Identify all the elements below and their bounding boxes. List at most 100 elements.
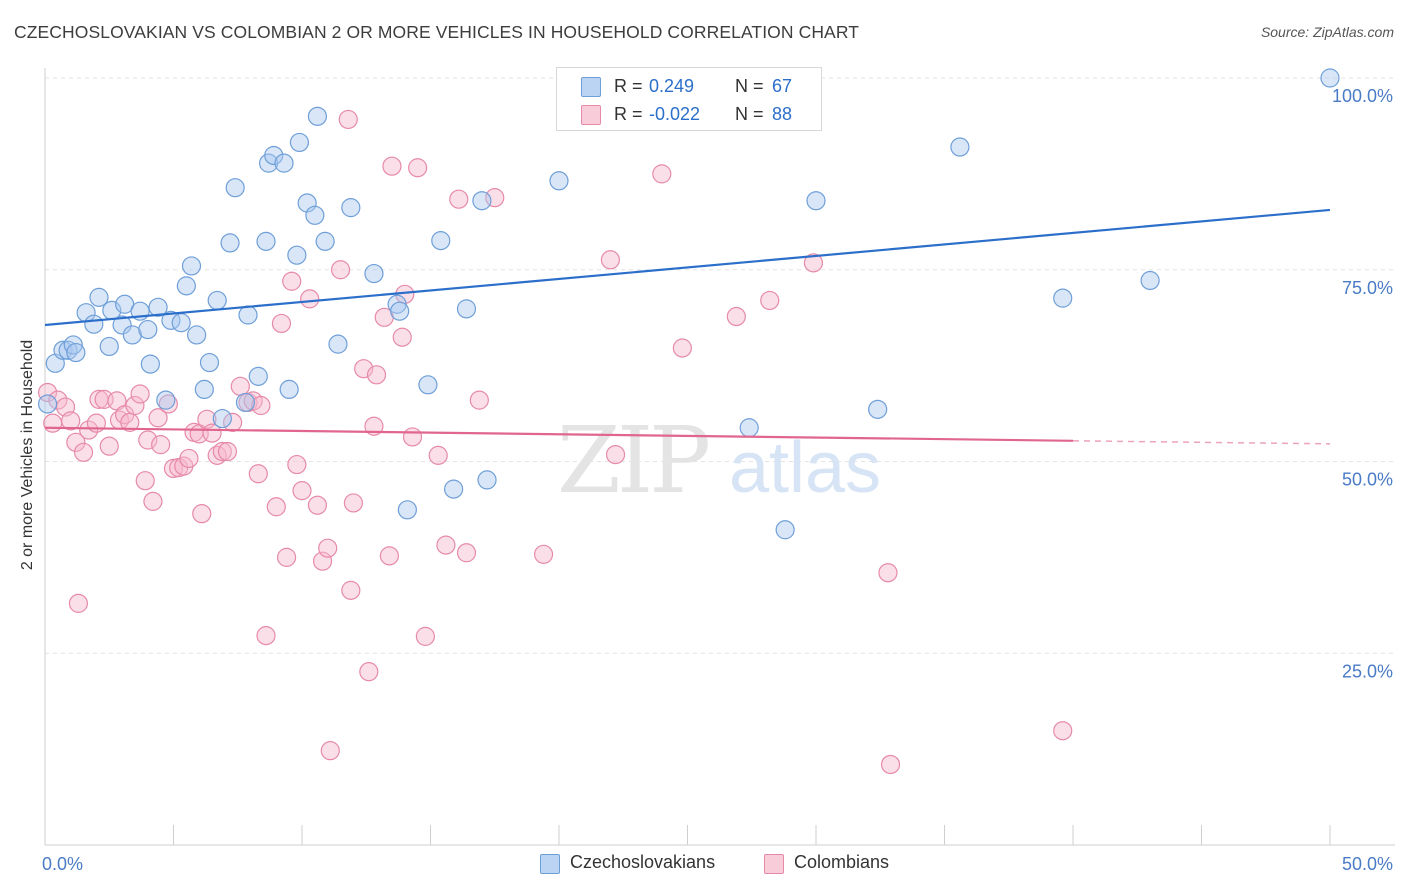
colombians-point xyxy=(469,390,489,410)
colombians-point xyxy=(605,444,626,465)
colombians-point xyxy=(148,408,168,428)
legend-label-colombians: Colombians xyxy=(794,852,890,872)
legend-r-value: -0.022 xyxy=(649,104,701,124)
colombians-point xyxy=(392,327,412,347)
czechoslovakians-point xyxy=(418,375,438,395)
czechoslovakians-point xyxy=(220,233,240,253)
colombians-point xyxy=(287,454,307,475)
axis-layer xyxy=(44,68,1395,846)
czechoslovakians-point xyxy=(225,178,245,198)
czechoslovakians-point xyxy=(235,392,256,413)
czechoslovakians-point xyxy=(307,106,328,126)
colombians-point xyxy=(230,376,250,396)
colombians-point xyxy=(79,420,99,440)
colombians-point xyxy=(271,313,292,334)
legend-row-czechoslovakians: R = 0.249 N = 67 xyxy=(557,73,821,101)
czechoslovakians-point xyxy=(181,256,202,276)
czechoslovakians-point xyxy=(397,500,417,520)
czechoslovakians-point xyxy=(305,205,325,225)
colombians-point xyxy=(600,250,621,270)
czechoslovakians-point xyxy=(256,231,276,251)
legend-n-label: N = xyxy=(735,76,764,96)
colombians-point xyxy=(338,109,358,130)
colombians-point xyxy=(207,445,227,465)
czechoslovakians-point xyxy=(775,520,795,540)
legend-label-czechoslovakians: Czechoslovakians xyxy=(570,852,716,872)
czechoslovakians-point xyxy=(84,314,104,334)
x-tick-label: 0.0% xyxy=(42,854,83,874)
watermark-atlas: atlas xyxy=(729,428,881,508)
czechoslovakians-point xyxy=(341,198,361,218)
tick-labels: 25.0% 50.0% 75.0% 100.0% 0.0% 50.0% xyxy=(42,86,1393,874)
czechoslovakians-point xyxy=(472,191,492,211)
colombians-point xyxy=(276,547,297,567)
colombians-point xyxy=(456,543,477,563)
czechoslovakians-point xyxy=(279,379,299,400)
czechoslovakians-point xyxy=(950,137,970,157)
czechoslovakians-point xyxy=(1140,270,1160,291)
czechoslovakians-point xyxy=(264,145,284,166)
czechoslovakians-point xyxy=(99,336,119,357)
czechoslovakians-point xyxy=(176,276,196,296)
colombians-point xyxy=(66,432,86,452)
czechoslovakians-point xyxy=(315,231,335,251)
czechoslovakians-point xyxy=(364,263,384,284)
series-legend: Czechoslovakians Colombians xyxy=(0,852,1406,878)
colombians-point xyxy=(878,563,898,583)
czechoslovakians-point xyxy=(1320,68,1340,88)
x-tick-label: 50.0% xyxy=(1342,854,1393,874)
colombians-point xyxy=(760,290,780,311)
czechoslovakians-point xyxy=(739,418,759,438)
czechoslovakians-point xyxy=(199,352,220,373)
czechoslovakians-point xyxy=(274,153,294,173)
colombians-point xyxy=(366,365,387,385)
legend-r-value: 0.249 xyxy=(649,76,695,96)
colombians-point xyxy=(48,390,68,410)
colombians-point xyxy=(135,471,155,491)
y-tick-label: 75.0% xyxy=(1342,278,1393,298)
colombians-point xyxy=(68,593,89,613)
colombians-point xyxy=(223,412,243,432)
czechoslovakians-point xyxy=(431,231,451,251)
czechoslovakians-point xyxy=(287,245,307,265)
correlation-legend: R = 0.249 N = 67 R = -0.022 N = 88 xyxy=(556,67,822,131)
czechoslovakians-point xyxy=(806,191,826,211)
colombians-point xyxy=(248,464,268,484)
colombians-point xyxy=(359,662,379,682)
czechoslovakians-point xyxy=(89,287,109,307)
czechoslovakians-point xyxy=(238,305,258,325)
colombians-point xyxy=(449,189,469,209)
colombians-point xyxy=(402,427,423,447)
colombians-point xyxy=(652,164,672,184)
legend-n-value: 67 xyxy=(772,76,793,96)
czechoslovakians-point xyxy=(63,335,83,355)
y-tick-label: 50.0% xyxy=(1342,470,1393,490)
colombians-point xyxy=(533,544,554,564)
watermark: ZIP atlas xyxy=(557,407,881,514)
legend-row-colombians: R = -0.022 N = 88 xyxy=(557,101,821,129)
colombians-point xyxy=(726,306,746,327)
czechoslovakians-point xyxy=(122,325,142,345)
colombians-point xyxy=(138,430,158,450)
colombians-trend-line xyxy=(44,426,1074,442)
legend-r-label: R = xyxy=(614,76,643,96)
colombians-point xyxy=(1053,721,1073,741)
czechoslovakians-point xyxy=(112,315,132,335)
grid-layer xyxy=(45,77,1395,654)
colombians-point xyxy=(151,435,171,455)
colombians-point xyxy=(192,504,212,524)
czechoslovakians-point xyxy=(58,340,78,360)
colombians-point xyxy=(672,338,692,358)
colombians-point xyxy=(217,441,238,462)
czechoslovakians-point xyxy=(477,470,497,490)
colombians-point xyxy=(300,289,320,309)
czechoslovakians-point xyxy=(138,319,158,340)
watermark-zip: ZIP xyxy=(557,407,708,514)
colombians-point xyxy=(130,384,150,404)
czechoslovakians-point xyxy=(297,193,317,213)
colombians-point xyxy=(436,535,456,555)
legend-n-label: N = xyxy=(735,104,764,124)
colombians-point xyxy=(803,253,824,273)
trend-lines xyxy=(44,208,1331,445)
